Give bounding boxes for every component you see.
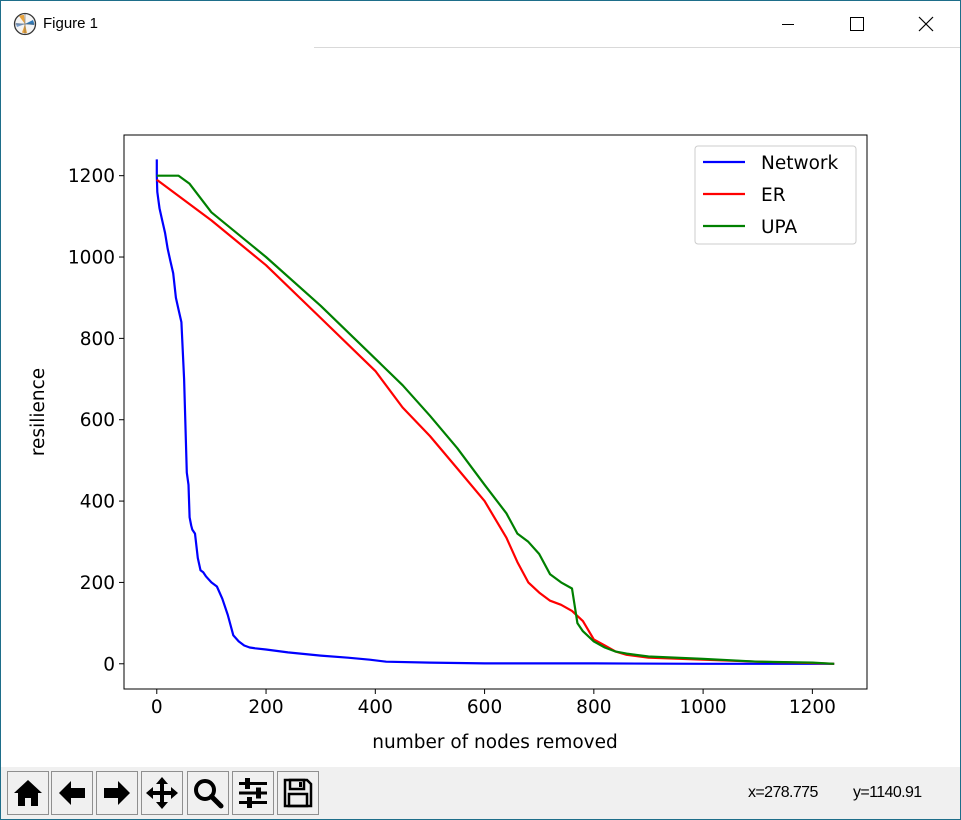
x-tick-label: 400 xyxy=(358,697,393,718)
zoom-button[interactable] xyxy=(187,771,229,815)
home-button[interactable] xyxy=(7,771,49,815)
legend-box xyxy=(694,145,857,245)
configure-subplots-button[interactable] xyxy=(232,771,274,815)
x-tick-label: 600 xyxy=(467,697,502,718)
save-button[interactable] xyxy=(277,771,319,815)
x-coordinate-readout: x=278.775 xyxy=(748,784,818,801)
window-title: Figure 1 xyxy=(43,15,99,32)
y-tick-label: 600 xyxy=(80,410,115,431)
pan-icon xyxy=(146,777,178,809)
x-tick-label: 1200 xyxy=(789,697,836,718)
figure-canvas[interactable]: 0 200 400 600 800 1000 1200 0 200 400 600 800 1000 12… xyxy=(1,48,960,767)
legend: Network ER UPA xyxy=(694,145,857,245)
y-tick-label: 800 xyxy=(80,329,115,350)
back-button[interactable] xyxy=(51,771,93,815)
x-tick-label: 200 xyxy=(248,697,283,718)
matplotlib-logo-icon xyxy=(13,12,37,36)
y-axis-label: resilience xyxy=(28,368,49,456)
x-tick-label: 800 xyxy=(576,697,611,718)
x-axis-label: number of nodes removed xyxy=(372,732,617,753)
legend-label: Network xyxy=(761,153,839,174)
forward-button[interactable] xyxy=(96,771,138,815)
navigation-toolbar: x=278.775 y=1140.91 xyxy=(1,767,960,819)
minimize-icon xyxy=(782,24,794,25)
series-line-network xyxy=(155,159,835,665)
y-tick-label: 1200 xyxy=(68,166,115,187)
title-bar[interactable]: Figure 1 xyxy=(1,1,960,47)
maximize-icon xyxy=(850,17,864,31)
close-button[interactable] xyxy=(892,1,960,47)
save-icon xyxy=(283,778,313,808)
title-separator xyxy=(314,47,960,48)
forward-icon xyxy=(104,781,130,805)
axes-frame xyxy=(123,134,868,690)
legend-label: UPA xyxy=(761,217,798,238)
y-tick-label: 400 xyxy=(80,492,115,513)
maximize-button[interactable] xyxy=(823,1,891,47)
y-tick-label: 0 xyxy=(103,654,115,675)
chart[interactable]: 0 200 400 600 800 1000 1200 0 200 400 600 800 1000 12… xyxy=(1,48,960,767)
y-tick-label: 200 xyxy=(80,573,115,594)
minimize-button[interactable] xyxy=(754,1,822,47)
close-icon xyxy=(918,16,934,32)
series-line-er xyxy=(156,178,835,665)
back-icon xyxy=(59,781,85,805)
home-icon xyxy=(14,780,42,806)
pan-button[interactable] xyxy=(141,771,183,815)
legend-label: ER xyxy=(761,185,786,206)
subplots-icon xyxy=(239,778,267,808)
x-tick-label: 1000 xyxy=(680,697,727,718)
zoom-icon xyxy=(194,779,224,809)
y-tick-label: 1000 xyxy=(68,248,115,269)
y-coordinate-readout: y=1140.91 xyxy=(853,784,922,801)
series-line-upa xyxy=(156,174,835,665)
x-tick-label: 0 xyxy=(151,697,163,718)
